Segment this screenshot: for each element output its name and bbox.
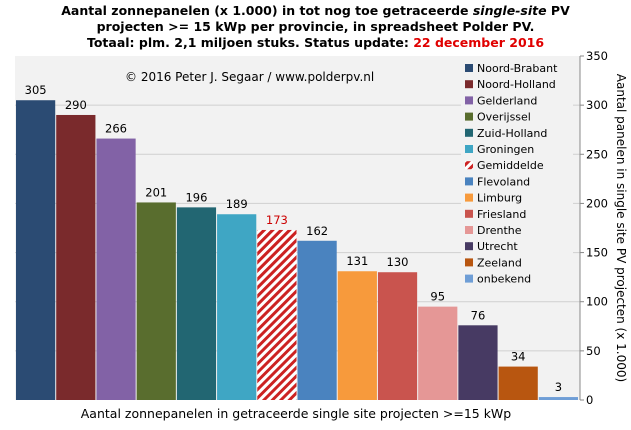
bar <box>176 207 217 400</box>
bar-value-label: 305 <box>25 83 47 97</box>
legend-entry: onbekend <box>477 273 531 286</box>
bar <box>56 114 96 400</box>
legend-swatch <box>465 177 473 186</box>
chart-title-line-1: Aantal zonnepanelen (x 1.000) in tot nog… <box>0 3 631 18</box>
legend-swatch <box>465 145 473 153</box>
bar-value-label: 162 <box>306 224 328 238</box>
bar-value-label: 130 <box>387 255 409 269</box>
legend-swatch <box>465 193 473 202</box>
bar <box>136 202 176 400</box>
legend-entry: Flevoland <box>477 175 530 188</box>
legend-entry: Groningen <box>477 143 534 156</box>
legend-entry: Utrecht <box>477 240 518 253</box>
bar-value-label: 189 <box>226 197 248 211</box>
legend-entry: Zeeland <box>477 256 522 269</box>
y-tick-label: 300 <box>586 98 608 112</box>
bar <box>96 138 136 400</box>
bar <box>458 325 498 400</box>
y-tick-label: 200 <box>586 196 608 210</box>
legend-box <box>461 59 573 290</box>
y-tick-label: 150 <box>586 246 608 260</box>
bar <box>538 397 578 400</box>
legend-entry: Gemiddelde <box>477 159 544 172</box>
bar <box>257 229 297 400</box>
bar-value-label: 76 <box>471 308 486 322</box>
y-tick-label: 350 <box>586 49 608 63</box>
bar <box>297 240 337 400</box>
bar-value-label: 290 <box>65 98 87 112</box>
legend-entry: Zuid-Holland <box>477 127 547 140</box>
copyright-text: © 2016 Peter J. Segaar / www.polderpv.nl <box>125 70 374 84</box>
bar-value-label: 196 <box>185 190 207 204</box>
bar-labels: 305 290 266 201 196 189 173 162 131 130 95 76 34 3 <box>25 83 562 394</box>
legend-swatch <box>465 80 473 89</box>
legend-entry: Friesland <box>477 208 526 221</box>
legend-swatch <box>465 161 473 170</box>
y-tick-label: 100 <box>586 295 608 309</box>
legend-entry: Overijssel <box>477 111 531 124</box>
bar-value-label: 131 <box>346 254 368 268</box>
bar-value-label: 95 <box>430 290 445 304</box>
y-tick-label: 250 <box>586 147 608 161</box>
legend-entry: Limburg <box>477 192 522 205</box>
legend-entry: Noord-Brabant <box>477 62 558 75</box>
y-axis: 0 50 100 150 200 250 300 350 <box>579 49 608 407</box>
legend-entry: Noord-Holland <box>477 78 556 91</box>
y-axis-label: Aantal panelen in single site PV project… <box>614 74 628 382</box>
legend-entry: Gelderland <box>477 94 537 107</box>
title-part: Aantal zonnepanelen (x 1.000) in tot nog… <box>61 3 473 18</box>
legend-swatch <box>465 258 473 267</box>
legend: Noord-Brabant Noord-Holland Gelderland Over… <box>461 59 573 290</box>
legend-swatch <box>465 96 473 105</box>
legend-swatch <box>465 209 473 218</box>
bar-value-label: 201 <box>145 185 167 199</box>
title-part: Totaal: plm. 2,1 miljoen stuks. Status u… <box>86 35 414 50</box>
bar <box>377 272 418 400</box>
legend-swatch <box>465 242 473 251</box>
bar <box>217 214 257 400</box>
title-part: PV <box>546 3 570 18</box>
bar <box>498 366 538 400</box>
bars <box>16 100 578 400</box>
legend-swatch <box>465 64 473 72</box>
bar-value-label: 266 <box>105 122 127 136</box>
legend-swatch <box>465 274 473 283</box>
y-tick-label: 50 <box>586 344 601 358</box>
status-date: 22 december 2016 <box>413 35 545 50</box>
legend-swatch <box>465 112 473 121</box>
legend-swatch <box>465 226 473 234</box>
bar <box>418 306 458 400</box>
bar-value-label: 173 <box>266 213 288 227</box>
chart-title-line-2: projecten >= 15 kWp per provincie, in sp… <box>96 19 535 34</box>
x-axis-label: Aantal zonnepanelen in getraceerde singl… <box>81 406 512 421</box>
y-tick-label: 0 <box>586 393 593 407</box>
bar-value-label: 3 <box>555 380 562 394</box>
bar <box>16 100 56 400</box>
bar-value-label: 34 <box>511 350 526 364</box>
title-emphasis: single-site <box>472 3 547 18</box>
legend-entry: Drenthe <box>477 224 522 237</box>
chart-title-line-3: Totaal: plm. 2,1 miljoen stuks. Status u… <box>0 35 631 50</box>
bar <box>337 271 377 400</box>
legend-swatch <box>465 128 473 137</box>
